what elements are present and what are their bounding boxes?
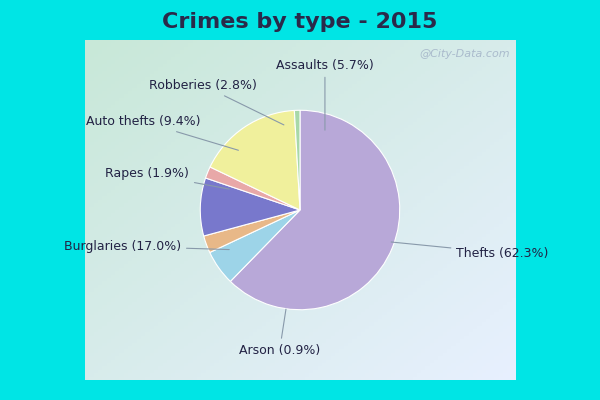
Text: Arson (0.9%): Arson (0.9%) [239, 309, 320, 357]
Wedge shape [295, 110, 300, 210]
Wedge shape [204, 210, 300, 252]
Wedge shape [230, 110, 400, 310]
Text: Thefts (62.3%): Thefts (62.3%) [391, 242, 549, 260]
Text: Crimes by type - 2015: Crimes by type - 2015 [163, 12, 437, 32]
Text: Assaults (5.7%): Assaults (5.7%) [276, 59, 374, 130]
Text: Burglaries (17.0%): Burglaries (17.0%) [64, 240, 229, 253]
Text: Rapes (1.9%): Rapes (1.9%) [105, 167, 229, 189]
Wedge shape [210, 110, 300, 210]
Text: Auto thefts (9.4%): Auto thefts (9.4%) [86, 115, 238, 150]
Wedge shape [200, 178, 300, 236]
Text: Robberies (2.8%): Robberies (2.8%) [149, 79, 284, 125]
Text: @City-Data.com: @City-Data.com [419, 49, 509, 59]
Wedge shape [210, 210, 300, 282]
Wedge shape [206, 167, 300, 210]
